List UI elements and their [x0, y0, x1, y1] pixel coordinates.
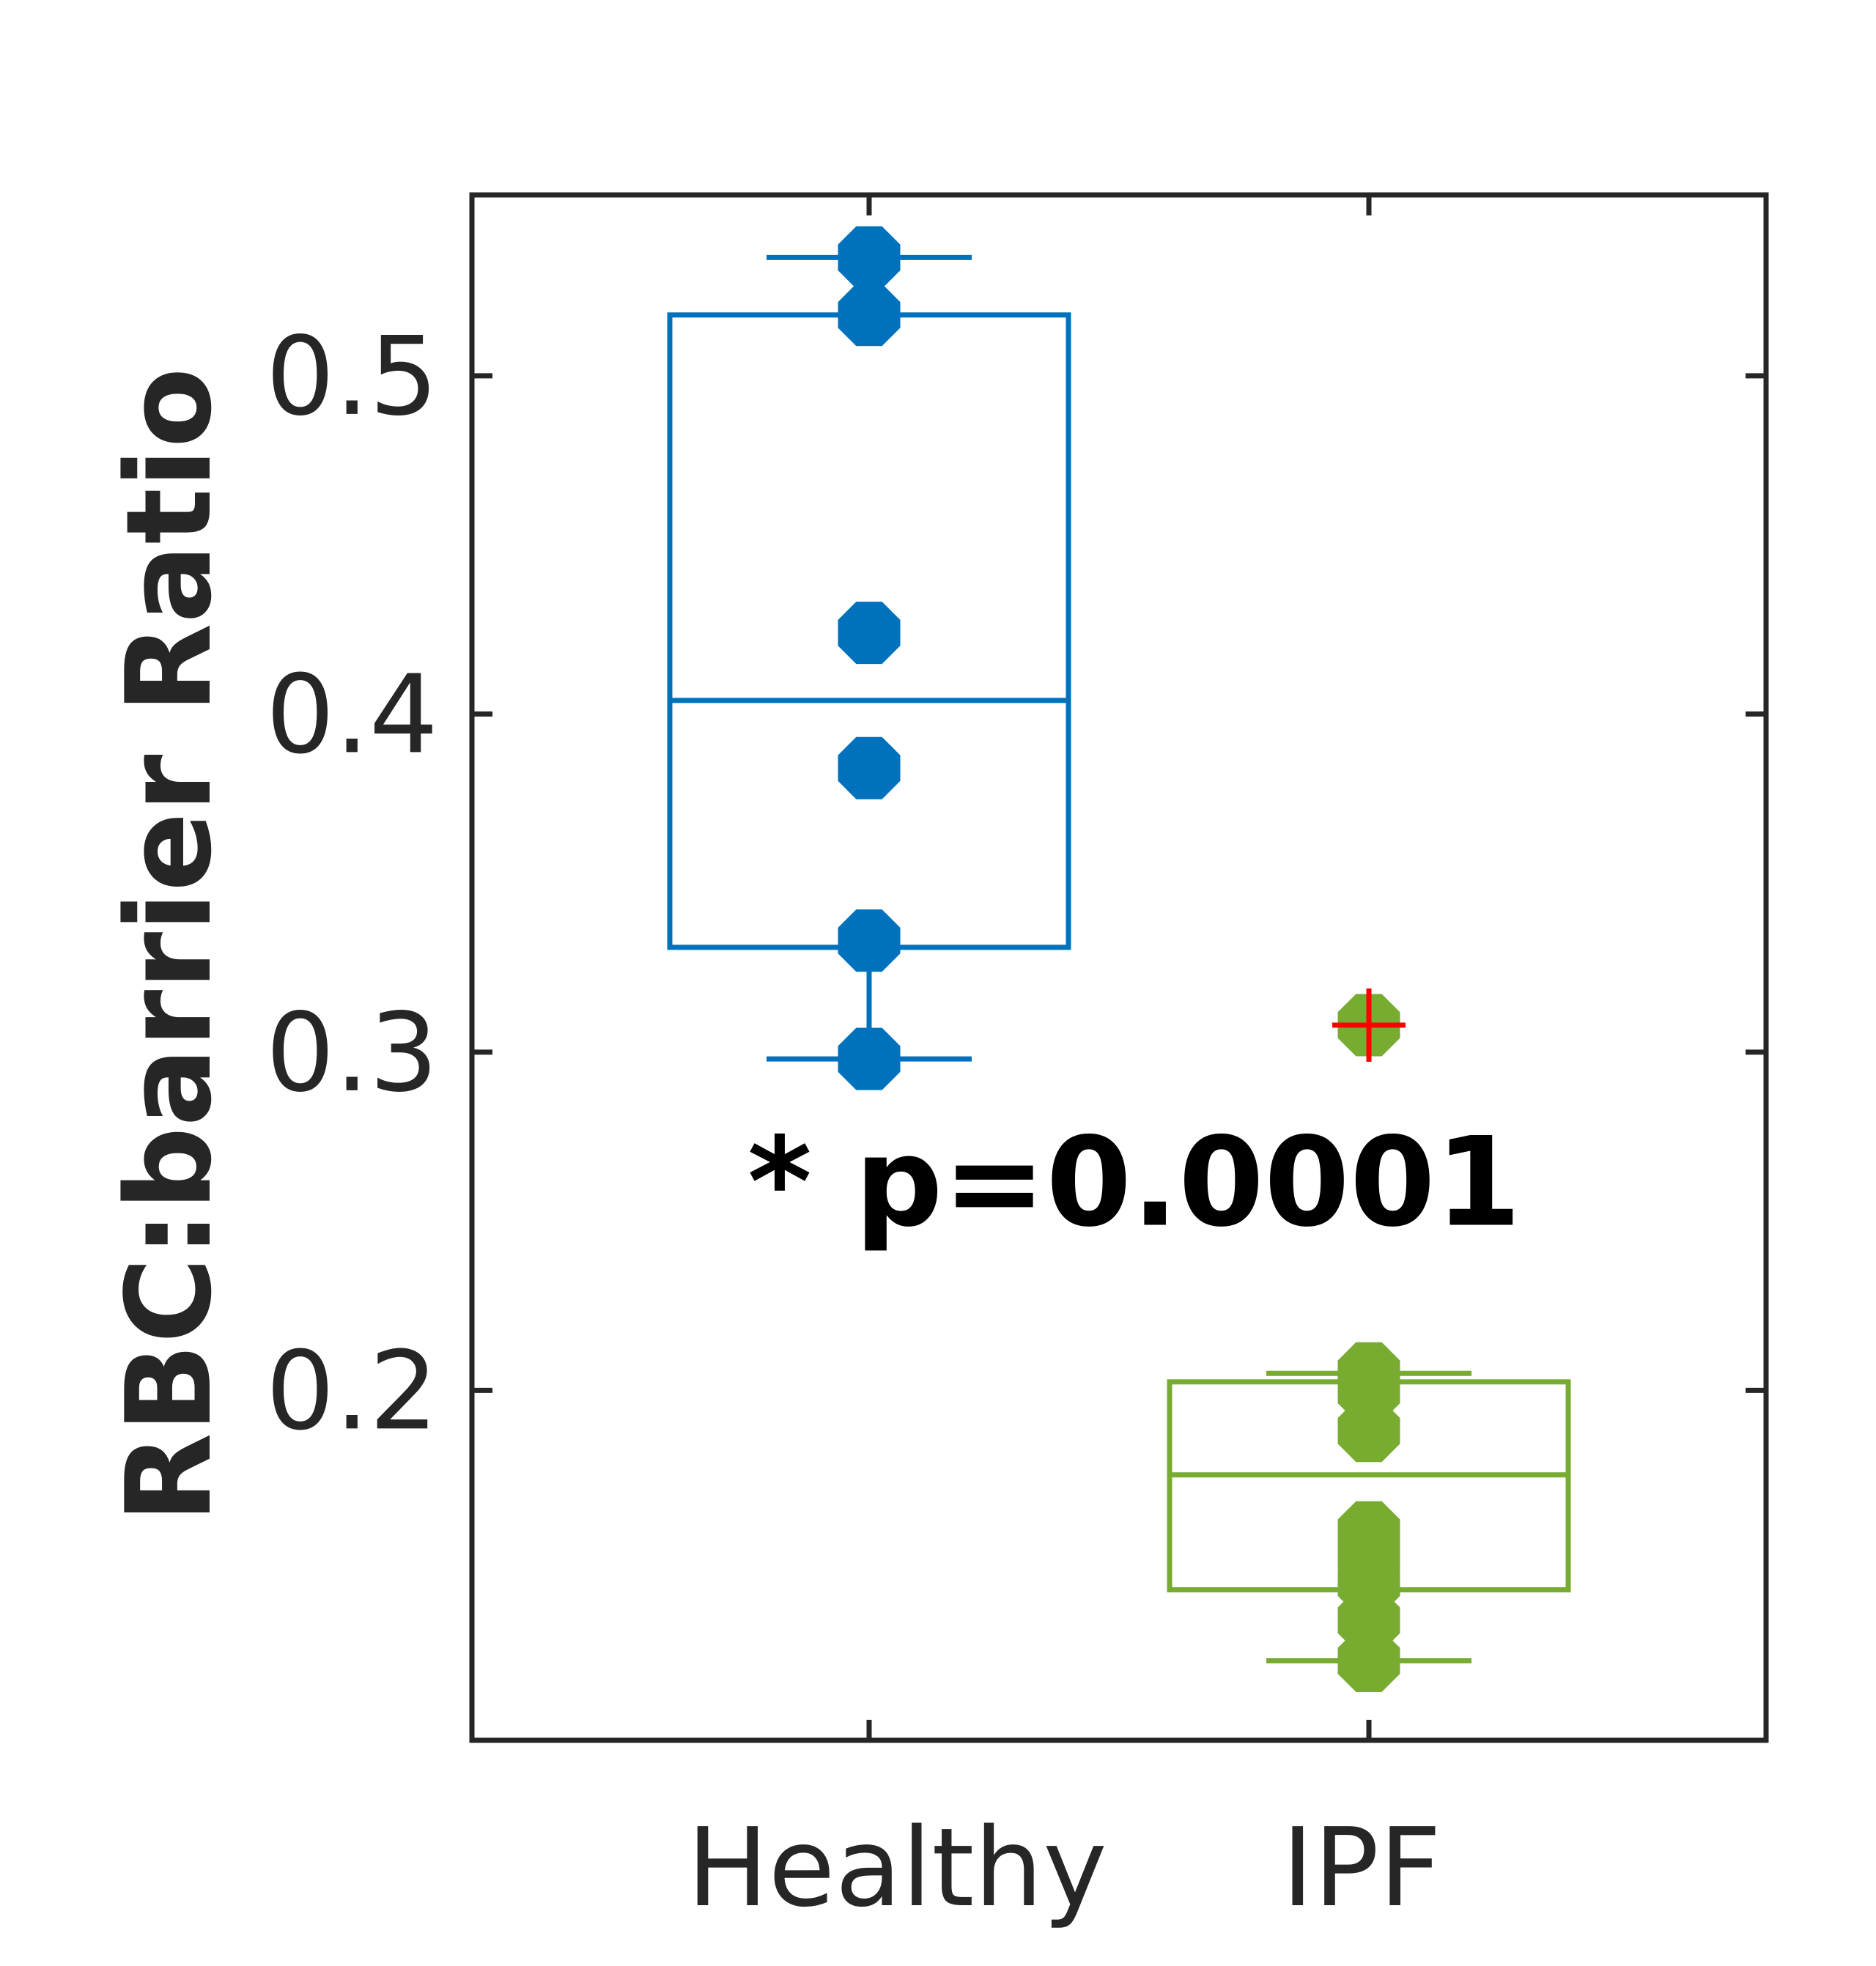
plot-area [667, 226, 1571, 1692]
y-tick-label: 0.2 [266, 1328, 438, 1454]
healthy-data-point [838, 226, 901, 289]
healthy-data-point [838, 284, 901, 347]
x-tick-label-healthy: Healthy [687, 1805, 1107, 1931]
y-axis-title: RBC:barrier Ratio [100, 367, 237, 1523]
axes: 0.2 0.3 0.4 0.5 Healthy IPF * p=0.0001 [266, 192, 1769, 1931]
ipf-outlier-marker [1332, 988, 1406, 1062]
y-tick-label: 0.5 [266, 314, 438, 440]
p-value-annotation: * p=0.0001 [747, 1111, 1521, 1254]
healthy-data-point [838, 736, 901, 799]
y-tick-label: 0.3 [266, 990, 438, 1116]
axes-frame [469, 192, 1769, 1743]
healthy-data-point [838, 1027, 901, 1090]
series-ipf [1167, 988, 1571, 1692]
series-healthy [667, 226, 1071, 1090]
ipf-data-point [1337, 1400, 1400, 1463]
healthy-data-point [838, 602, 901, 665]
ipf-data-point [1337, 1630, 1400, 1692]
x-tick-label-ipf: IPF [1282, 1805, 1441, 1931]
y-tick-label: 0.4 [266, 651, 438, 777]
healthy-data-point [838, 909, 901, 972]
